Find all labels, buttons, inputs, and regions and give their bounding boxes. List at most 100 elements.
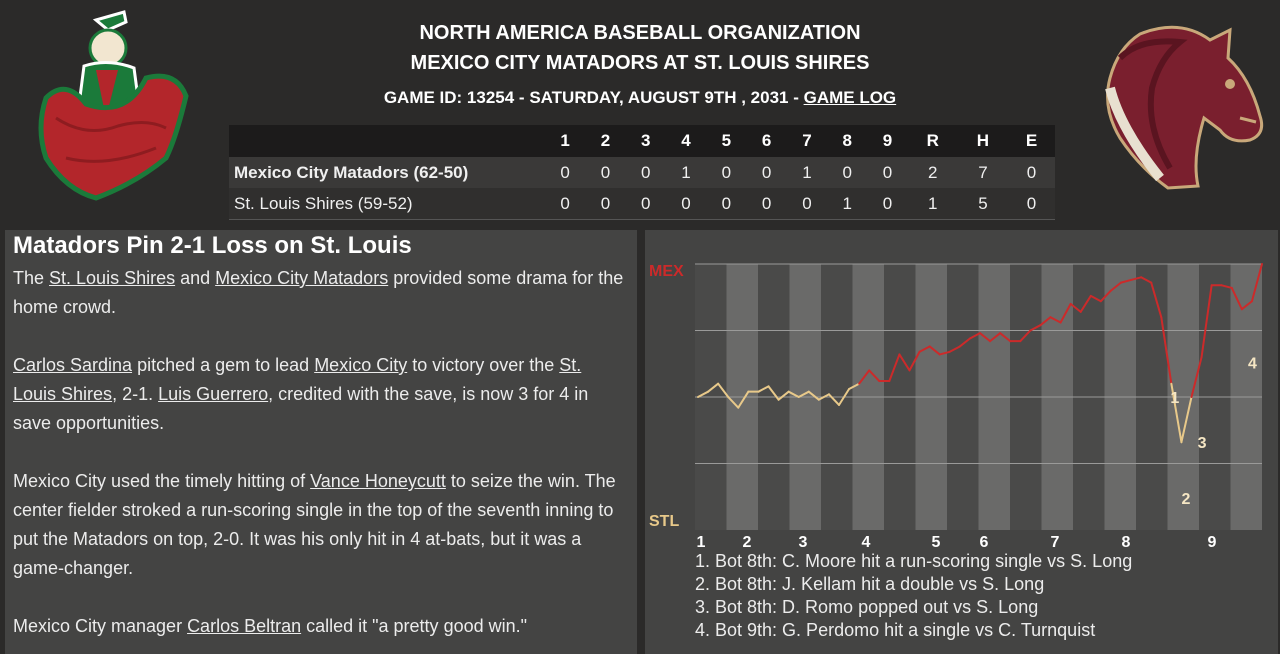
event-markers: 1 2 3 4 [1170,355,1257,508]
manager-link[interactable]: Carlos Beltran [187,616,302,636]
win-probability-segment [928,345,941,356]
story-text: called it "a pretty good win." [301,616,528,636]
inning-labels: 1 2 3 4 5 6 7 8 9 [697,534,1217,551]
story-text: Mexico City manager [13,616,188,636]
win-probability-segment [948,345,961,353]
team-link[interactable]: St. Louis Shires [13,355,582,404]
inning-label: 2 [743,534,752,551]
linescore-team-header [229,125,545,157]
linescore-header-row: 1 2 3 4 5 6 7 8 9 R H E [229,125,1055,157]
win-probability-segment [1180,396,1193,444]
table-cell: 1 [786,157,828,188]
col-header: 8 [827,125,868,157]
win-probability-segment [817,393,830,401]
player-link[interactable]: Vance Honeycutt [310,471,446,491]
win-probability-segment [697,390,710,398]
win-probability-segment [1250,263,1263,303]
win-probability-segment [737,390,750,409]
inning-label: 9 [1208,534,1217,551]
win-probability-segment [1170,382,1183,444]
game-id-text: GAME ID: 13254 - SATURDAY, AUGUST 9TH , … [383,88,804,107]
col-header: 5 [706,125,747,157]
win-probability-segment [838,388,851,406]
story-text: and [175,268,216,288]
matador-logo [26,8,196,206]
team-link[interactable]: Mexico City [314,355,408,375]
inning-label: 7 [1051,534,1060,551]
story-paragraph: Mexico City manager Carlos Beltran calle… [13,612,629,641]
table-cell: 0 [625,188,666,220]
table-cell: 0 [867,157,908,188]
win-probability-segment [958,337,971,348]
event-marker: 4 [1248,355,1257,372]
col-header: 3 [625,125,666,157]
event-marker: 2 [1181,491,1190,508]
win-probability-segment [777,390,790,401]
story-paragraph: Carlos Sardina pitched a gem to lead Mex… [13,351,629,438]
organization-title: NORTH AMERICA BASEBALL ORGANIZATION [419,22,861,44]
story-text: , credited with the save, is now 3 for 4… [13,384,589,433]
table-cell: 0 [1008,157,1055,188]
game-log-link[interactable]: GAME LOG [803,88,897,107]
player-link[interactable]: Luis Guerrero [158,384,269,404]
win-probability-segment [1049,316,1062,324]
win-probability-segment [1069,302,1082,313]
story-text: Mexico City used the timely hitting of [13,471,311,491]
story-headline: Matadors Pin 2-1 Loss on St. Louis [13,232,412,259]
win-probability-segment [787,390,800,398]
team-name[interactable]: Mexico City Matadors (62-50) [229,157,545,188]
team-link[interactable]: Mexico City Matadors [215,268,389,288]
win-probability-segment [1230,286,1243,311]
table-cell: 5 [957,188,1009,220]
win-probability-segment [707,382,720,393]
win-probability-segment [858,369,871,385]
win-probability-segment [1130,276,1143,281]
home-team-label: STL [649,513,679,530]
inning-label: 6 [980,534,989,551]
event-item: 2. Bot 8th: J. Kellam hit a double vs S.… [695,574,1045,594]
win-probability-segment [1079,294,1092,313]
col-header: 9 [867,125,908,157]
win-probability-segment [1109,281,1122,292]
table-row: Mexico City Matadors (62-50) 0 0 0 1 0 0… [229,157,1055,188]
win-probability-segment [888,353,901,383]
win-probability-segment [717,382,730,398]
table-cell: 0 [625,157,666,188]
table-cell: 0 [545,188,586,220]
win-probability-segment [1220,284,1233,289]
event-item: 1. Bot 8th: C. Moore hit a run-scoring s… [695,551,1133,571]
table-cell: 1 [827,188,868,220]
game-story-panel: Matadors Pin 2-1 Loss on St. Louis The S… [5,230,637,654]
win-probability-panel: MEX STL 1 2 3 4 1 2 3 4 5 6 7 8 9 [645,230,1278,654]
win-probability-segment [989,332,1002,343]
table-cell: 7 [957,157,1009,188]
horse-logo [1080,18,1270,194]
col-header: R [907,125,958,157]
win-probability-segment [868,369,881,383]
col-header: 1 [545,125,586,157]
table-row: St. Louis Shires (59-52) 0 0 0 0 0 0 0 1… [229,188,1055,220]
win-probability-segment [1039,316,1052,327]
inning-label: 3 [799,534,808,551]
inning-label: 5 [932,534,941,551]
table-cell: 0 [545,157,586,188]
team-name[interactable]: St. Louis Shires (59-52) [229,188,545,220]
win-probability-segment [1150,281,1163,319]
col-header: 7 [786,125,828,157]
event-item: 4. Bot 9th: G. Perdomo hit a single vs C… [695,620,1096,640]
table-cell: 0 [867,188,908,220]
event-marker: 1 [1170,390,1179,407]
win-probability-segment [807,390,820,401]
col-header: E [1008,125,1055,157]
table-cell: 0 [746,157,787,188]
table-cell: 0 [746,188,787,220]
win-probability-segment [1019,329,1032,343]
win-probability-segment [1200,284,1213,359]
col-header: 4 [665,125,707,157]
team-link[interactable]: St. Louis Shires [49,268,176,288]
win-probability-segment [1120,278,1133,284]
win-probability-segment [1140,276,1153,284]
table-cell: 0 [585,188,626,220]
player-link[interactable]: Carlos Sardina [13,355,133,375]
win-probability-line [697,263,1263,444]
